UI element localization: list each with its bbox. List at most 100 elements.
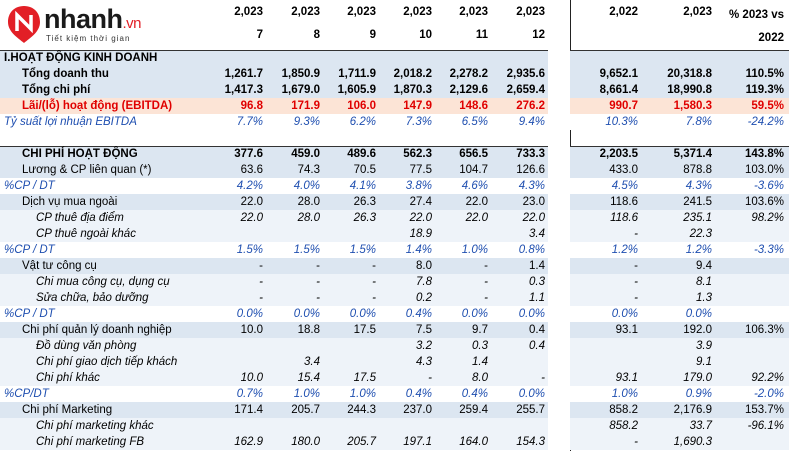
month-header: 12 — [532, 29, 545, 41]
total-cell: 858.2 — [609, 420, 638, 432]
row-label: %CP / DT — [4, 308, 55, 320]
total-cell: - — [634, 260, 638, 272]
row-background — [0, 354, 789, 370]
cell: 1,711.9 — [338, 68, 376, 80]
cell: 237.0 — [403, 404, 432, 416]
total-cell: 33.7 — [689, 420, 712, 432]
month-header: 10 — [419, 29, 432, 41]
total-cell: 2,203.5 — [599, 148, 638, 160]
cell: - — [484, 260, 488, 272]
cell: 244.3 — [347, 404, 376, 416]
total-cell: 103.0% — [744, 164, 784, 176]
year-header: 2,023 — [403, 6, 432, 18]
cell: - — [372, 276, 376, 288]
cell: 4.0% — [293, 180, 320, 192]
cell: 180.0 — [291, 436, 320, 448]
row-label: Tổng doanh thu — [22, 68, 109, 80]
cell: 18.9 — [409, 228, 432, 240]
total-cell: 235.1 — [683, 212, 712, 224]
total-cell: 433.0 — [609, 164, 638, 176]
cell: 4.3 — [416, 356, 432, 368]
cell: - — [541, 372, 545, 384]
total-cell: 110.5% — [745, 68, 784, 80]
cell: 9.7 — [472, 324, 488, 336]
cell: 0.3 — [472, 340, 488, 352]
total-cell: 1,580.3 — [673, 100, 712, 112]
cell: 2,659.4 — [506, 84, 545, 96]
cell: 63.6 — [240, 164, 263, 176]
cell: 154.3 — [516, 436, 545, 448]
total-cell: 179.0 — [683, 372, 712, 384]
cell: 1.5% — [236, 244, 263, 256]
total-cell: 1.3 — [696, 292, 712, 304]
cell: 0.4% — [405, 388, 432, 400]
cell: 26.3 — [353, 212, 376, 224]
cell: 23.0 — [522, 196, 545, 208]
row-label: CHI PHÍ HOẠT ĐỘNG — [22, 148, 138, 160]
cell: 2,129.6 — [449, 84, 488, 96]
total-cell: 98.2% — [751, 212, 784, 224]
total-cell: - — [634, 436, 638, 448]
cell: 22.0 — [465, 212, 488, 224]
total-cell: 93.1 — [615, 372, 638, 384]
cell: 0.0% — [236, 308, 263, 320]
total-cell: 990.7 — [609, 100, 638, 112]
row-background — [0, 274, 789, 290]
cell: - — [484, 292, 488, 304]
divider — [548, 0, 570, 451]
row-background — [0, 226, 789, 242]
cell: 0.0% — [461, 308, 488, 320]
row-label: %CP / DT — [4, 244, 55, 256]
year-header: 2,023 — [347, 6, 376, 18]
cell: 0.4% — [405, 308, 432, 320]
total-cell: 2,176.9 — [673, 404, 712, 416]
cell: 10.0 — [240, 324, 263, 336]
row-label: Tổng chi phí — [22, 84, 91, 96]
cell: 489.6 — [347, 148, 376, 160]
total-header: 2,022 — [609, 6, 638, 18]
total-header: 2,023 — [683, 6, 712, 18]
row-background — [0, 370, 789, 386]
row-label: Chi phí marketing khác — [36, 420, 154, 432]
cell: - — [316, 260, 320, 272]
cell: 197.1 — [403, 436, 432, 448]
cell: 255.7 — [516, 404, 545, 416]
cell: 1,417.3 — [224, 84, 263, 96]
row-background — [0, 402, 789, 418]
cell: - — [259, 276, 263, 288]
total-cell: 8.1 — [696, 276, 712, 288]
row-background — [0, 386, 789, 402]
row-background — [0, 210, 789, 226]
cell: - — [259, 292, 263, 304]
cell: 2,278.2 — [449, 68, 488, 80]
cell: 0.4% — [461, 388, 488, 400]
total-cell: 4.5% — [611, 180, 638, 192]
cell: 0.0% — [518, 388, 545, 400]
total-cell: 1.2% — [611, 244, 638, 256]
cell: 1.1 — [529, 292, 545, 304]
row-background — [0, 258, 789, 274]
cell: 3.2 — [416, 340, 432, 352]
total-cell: 9,652.1 — [599, 68, 638, 80]
cell: 0.4 — [529, 340, 545, 352]
cell: 164.0 — [459, 436, 488, 448]
row-label: Tỷ suất lợi nhuận EBITDA — [4, 116, 137, 128]
cell: 1.5% — [293, 244, 320, 256]
cell: 3.4 — [304, 356, 320, 368]
year-header: 2,023 — [459, 6, 488, 18]
cell: 656.5 — [459, 148, 488, 160]
cell: 1.4 — [529, 260, 545, 272]
cell: 28.0 — [297, 212, 320, 224]
cell: 74.3 — [297, 164, 320, 176]
logo: nhanh.vn Tiết kiệm thời gian — [6, 4, 196, 46]
cell: 4.6% — [461, 180, 488, 192]
row-label: Lương & CP liên quan (*) — [22, 164, 152, 176]
cell: - — [316, 292, 320, 304]
cell: 2,018.2 — [393, 68, 432, 80]
row-background — [0, 242, 789, 258]
row-label: I.HOẠT ĐỘNG KINH DOANH — [4, 52, 158, 64]
total-cell: -24.2% — [747, 116, 784, 128]
cell: 9.3% — [293, 116, 320, 128]
logo-icon — [8, 6, 40, 43]
total-cell: 0.0% — [611, 308, 638, 320]
